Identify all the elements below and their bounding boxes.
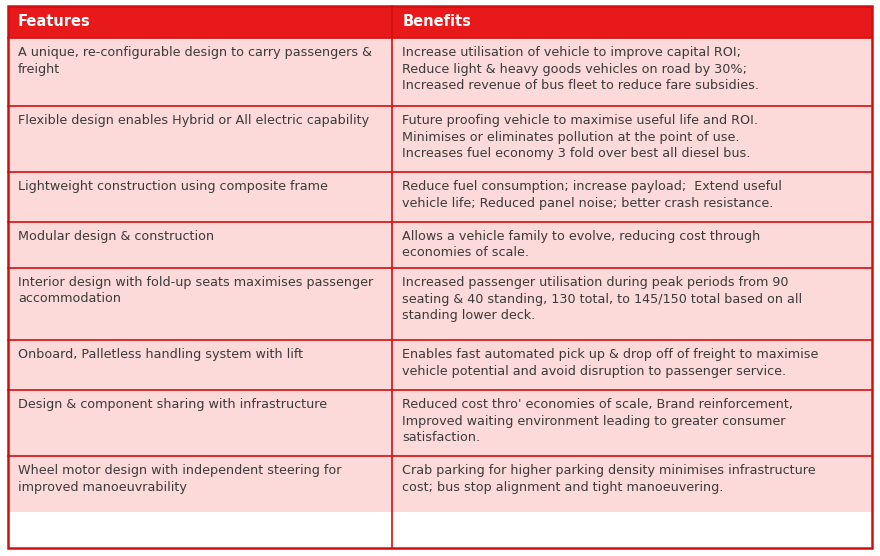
Text: Enables fast automated pick up & drop off of freight to maximise
vehicle potenti: Enables fast automated pick up & drop of…	[402, 348, 819, 378]
Text: Reduced cost thro' economies of scale, Brand reinforcement,
Improved waiting env: Reduced cost thro' economies of scale, B…	[402, 398, 794, 444]
Bar	[8, 456, 392, 512]
Bar	[8, 222, 392, 268]
Bar	[392, 172, 872, 222]
Text: Lightweight construction using composite frame: Lightweight construction using composite…	[18, 180, 328, 193]
Bar	[8, 6, 392, 38]
Text: Crab parking for higher parking density minimises infrastructure
cost; bus stop : Crab parking for higher parking density …	[402, 464, 816, 494]
Text: Design & component sharing with infrastructure: Design & component sharing with infrastr…	[18, 398, 327, 411]
Text: Reduce fuel consumption; increase payload;  Extend useful
vehicle life; Reduced : Reduce fuel consumption; increase payloa…	[402, 180, 782, 210]
Text: A unique, re-configurable design to carry passengers &
freight: A unique, re-configurable design to carr…	[18, 46, 372, 76]
Text: Increase utilisation of vehicle to improve capital ROI;
Reduce light & heavy goo: Increase utilisation of vehicle to impro…	[402, 46, 759, 92]
Bar	[8, 340, 392, 390]
Bar	[392, 456, 872, 512]
Bar	[392, 222, 872, 268]
Bar	[392, 38, 872, 106]
Bar	[8, 38, 392, 106]
Text: Features: Features	[18, 14, 91, 29]
Bar	[8, 106, 392, 172]
Bar	[8, 172, 392, 222]
Text: Wheel motor design with independent steering for
improved manoeuvrability: Wheel motor design with independent stee…	[18, 464, 341, 494]
Text: Onboard, Palletless handling system with lift: Onboard, Palletless handling system with…	[18, 348, 303, 361]
Bar	[8, 390, 392, 456]
Bar	[392, 340, 872, 390]
Text: Allows a vehicle family to evolve, reducing cost through
economies of scale.: Allows a vehicle family to evolve, reduc…	[402, 230, 760, 260]
Bar	[8, 268, 392, 340]
Text: Increased passenger utilisation during peak periods from 90
seating & 40 standin: Increased passenger utilisation during p…	[402, 276, 803, 322]
Text: Modular design & construction: Modular design & construction	[18, 230, 214, 243]
Bar	[392, 268, 872, 340]
Text: Interior design with fold-up seats maximises passenger
accommodation: Interior design with fold-up seats maxim…	[18, 276, 373, 305]
Bar	[392, 106, 872, 172]
Text: Future proofing vehicle to maximise useful life and ROI.
Minimises or eliminates: Future proofing vehicle to maximise usef…	[402, 114, 759, 160]
Bar	[392, 6, 872, 38]
Text: Flexible design enables Hybrid or All electric capability: Flexible design enables Hybrid or All el…	[18, 114, 369, 127]
Text: Benefits: Benefits	[402, 14, 472, 29]
Bar	[392, 390, 872, 456]
